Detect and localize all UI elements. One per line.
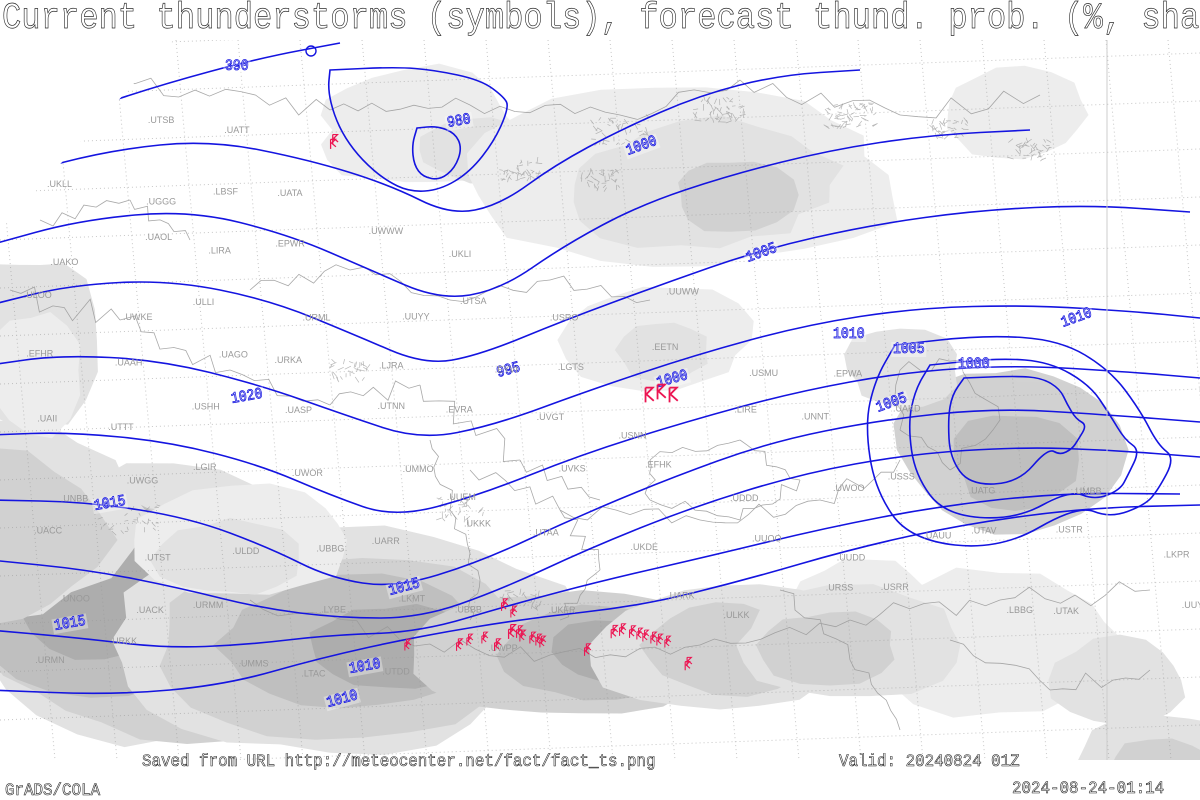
svg-text:.UACC: .UACC (34, 525, 63, 535)
svg-text:.USHH: .USHH (192, 402, 220, 412)
svg-text:.URML: .URML (303, 312, 331, 322)
svg-text:.URKA: .URKA (275, 355, 303, 365)
svg-text:.URMM: .URMM (193, 600, 224, 610)
svg-text:.UTST: .UTST (145, 552, 172, 562)
svg-text:.USRO: .USRO (550, 312, 579, 322)
svg-text:.UMMO: .UMMO (403, 464, 434, 474)
svg-text:.UWPP: .UWPP (488, 643, 518, 653)
svg-text:.UTDD: .UTDD (382, 667, 410, 677)
svg-text:.LGTS: .LGTS (558, 362, 584, 372)
svg-text:.USRR: .USRR (881, 582, 910, 592)
svg-text:.EPWA: .EPWA (834, 369, 863, 379)
svg-text:.UTSA: .UTSA (460, 296, 487, 306)
svg-text:.ULDD: .ULDD (232, 546, 260, 556)
svg-text:1005: 1005 (893, 341, 925, 358)
svg-text:.EFHR: .EFHR (26, 348, 54, 358)
svg-text:.UUOO: .UUOO (752, 533, 782, 543)
svg-text:.UUYH: .UUYH (1182, 600, 1200, 610)
svg-text:.UWOO: .UWOO (833, 483, 865, 493)
svg-text:390: 390 (225, 58, 249, 75)
svg-text:.UKLI: .UKLI (449, 249, 472, 259)
svg-text:.USTR: .USTR (1056, 525, 1084, 535)
svg-text:1010: 1010 (833, 326, 865, 343)
svg-text:.UVKS: .UVKS (559, 464, 586, 474)
svg-text:.UUWW: .UUWW (666, 286, 699, 296)
svg-text:.UATG: .UATG (969, 486, 996, 496)
svg-text:.UUDD: .UUDD (837, 553, 866, 563)
svg-text:.UATT: .UATT (224, 125, 250, 135)
svg-text:.USNN: .USNN (619, 430, 647, 440)
svg-text:.USMU: .USMU (749, 368, 778, 378)
svg-text:.URSS: .URSS (826, 583, 854, 593)
svg-text:.URMN: .URMN (35, 655, 64, 665)
svg-text:.UACK: .UACK (136, 605, 164, 615)
svg-text:.UAUU: .UAUU (923, 530, 951, 540)
svg-text:.UTAV: .UTAV (971, 526, 996, 536)
svg-text:.UWKE: .UWKE (123, 312, 153, 322)
svg-text:.UTNN: .UTNN (378, 401, 406, 411)
svg-text:.URKK: .URKK (110, 636, 138, 646)
svg-text:.UTAA: .UTAA (533, 527, 559, 537)
svg-text:.UAII: .UAII (37, 413, 57, 423)
svg-text:.UUYY: .UUYY (402, 312, 430, 322)
svg-text:.EFHK: .EFHK (645, 459, 672, 469)
svg-text:.ULOO: .ULOO (24, 290, 52, 300)
svg-text:.EYVI: .EYVI (495, 365, 518, 375)
svg-text:1000: 1000 (958, 356, 990, 373)
svg-text:.UASP: .UASP (285, 405, 312, 415)
svg-text:.UTSB: .UTSB (148, 115, 175, 125)
svg-text:.UUEM: .UUEM (447, 492, 476, 502)
svg-text:.UWOR: .UWOR (292, 468, 323, 478)
svg-text:.UKDE: .UKDE (631, 542, 659, 552)
svg-text:.UDDD: .UDDD (730, 493, 759, 503)
svg-text:.UTTT: .UTTT (108, 422, 134, 432)
svg-text:.LKMT: .LKMT (399, 594, 426, 604)
svg-text:.UWGG: .UWGG (127, 476, 159, 486)
svg-text:.LKPR: .LKPR (1164, 549, 1191, 559)
svg-text:.UMBB: .UMBB (1073, 486, 1102, 496)
svg-text:.LJRA: .LJRA (379, 360, 404, 370)
svg-text:.UKLL: .UKLL (47, 179, 72, 189)
svg-text:.UMMS: .UMMS (239, 659, 269, 669)
svg-text:.UKKK: .UKKK (464, 519, 491, 529)
svg-text:.UGGG: .UGGG (146, 196, 176, 206)
svg-text:.UARK: .UARK (667, 591, 695, 601)
svg-text:.UAKD: .UAKD (893, 404, 921, 414)
svg-text:.UWWW: .UWWW (369, 226, 404, 236)
svg-text:.ULLI: .ULLI (193, 297, 215, 307)
svg-text:.UTAK: .UTAK (1053, 606, 1079, 616)
svg-text:.LBSF: .LBSF (213, 187, 239, 197)
svg-text:.UAAH: .UAAH (115, 357, 143, 367)
svg-text:.UAGO: .UAGO (219, 350, 248, 360)
svg-text:.LGIR: .LGIR (193, 462, 217, 472)
svg-text:.UBBB: .UBBB (455, 605, 482, 615)
svg-text:.LYBE: .LYBE (321, 604, 346, 614)
svg-text:.UAKO: .UAKO (50, 257, 78, 267)
svg-text:.EETN: .EETN (652, 342, 679, 352)
svg-text:.UNOO: .UNOO (60, 594, 90, 604)
svg-text:.UKFR: .UKFR (549, 605, 577, 615)
svg-text:.UBBG: .UBBG (316, 544, 344, 554)
svg-text:.UNBB: .UNBB (61, 494, 89, 504)
svg-text:.UAOL: .UAOL (145, 232, 172, 242)
svg-text:.ULKK: .ULKK (724, 610, 750, 620)
svg-text:.UVGT: .UVGT (537, 412, 565, 422)
svg-text:.USSS: .USSS (888, 471, 915, 481)
svg-text:.UARR: .UARR (372, 536, 401, 546)
svg-text:.LIRE: .LIRE (734, 405, 757, 415)
svg-text:.UATA: .UATA (277, 188, 302, 198)
svg-text:.EVRA: .EVRA (446, 405, 473, 415)
svg-text:.LTAC: .LTAC (301, 669, 326, 679)
svg-text:.EPWR: .EPWR (275, 238, 305, 248)
svg-text:.LBBG: .LBBG (1007, 605, 1034, 615)
svg-text:.UNNT: .UNNT (802, 412, 830, 422)
svg-text:.LIRA: .LIRA (208, 246, 231, 256)
